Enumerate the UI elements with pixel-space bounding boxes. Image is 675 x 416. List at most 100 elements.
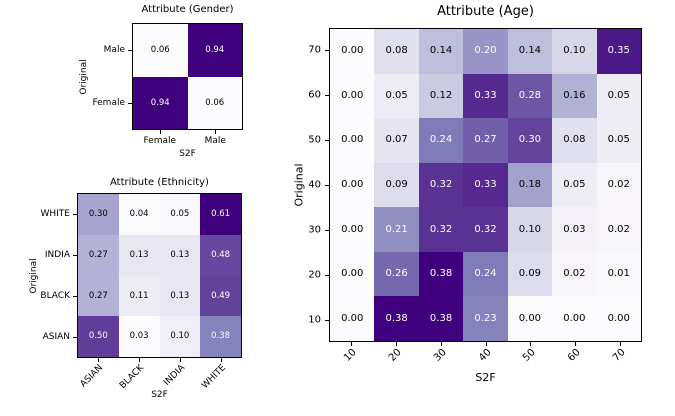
heatmap-cell: 0.94 (187, 24, 242, 77)
x-tick-mark (97, 358, 99, 362)
heatmap-cell: 0.32 (418, 207, 464, 252)
heatmap-cell: 0.38 (374, 296, 419, 341)
heatmap-cell: 0.33 (463, 73, 508, 119)
heatmap-cell: 0.61 (200, 194, 241, 235)
heatmap-cell: 0.06 (187, 76, 242, 129)
heatmap-cell: 0.11 (118, 275, 160, 317)
heatmap-cell: 0.94 (133, 76, 188, 129)
heatmap-cell: 0.13 (159, 234, 201, 276)
heatmap-cell: 0.00 (330, 296, 375, 341)
x-tick-label: Male (204, 136, 226, 146)
heatmap-cell: 0.00 (507, 296, 553, 341)
y-tick-mark (325, 140, 329, 142)
heatmap-cell: 0.18 (507, 162, 553, 208)
heatmap-cell: 0.38 (418, 296, 464, 341)
y-tick-mark (73, 213, 77, 215)
x-tick-mark (215, 130, 217, 134)
x-tick-mark (530, 342, 532, 346)
heatmap-grid-ethnicity: 0.30 0.04 0.05 0.61 0.27 0.13 0.13 0.48 0.27 0.11… (77, 193, 242, 358)
x-axis-label-age: S2F (475, 371, 496, 384)
heatmap-cell: 0.05 (374, 73, 419, 119)
x-tick-label: Female (143, 136, 177, 146)
heatmap-cell: 0.02 (596, 162, 641, 208)
heatmap-cell: 0.38 (200, 316, 241, 357)
y-tick-label: 30 (308, 224, 321, 236)
x-axis-label-ethnicity: S2F (151, 390, 168, 400)
y-tick-mark (73, 296, 77, 298)
heatmap-cell: 0.10 (507, 207, 553, 252)
x-tick-mark (138, 358, 140, 362)
heatmap-cell: 0.09 (507, 251, 553, 297)
y-tick-mark (73, 254, 77, 256)
heatmap-cell: 0.02 (552, 251, 597, 297)
y-tick-mark (128, 103, 132, 105)
heatmap-cell: 0.27 (463, 118, 508, 163)
y-tick-label: 10 (308, 314, 321, 326)
heatmap-cell: 0.21 (374, 207, 419, 252)
heatmap-cell: 0.26 (374, 251, 419, 297)
y-tick-label: INDIA (44, 249, 70, 260)
heatmap-cell: 0.49 (200, 275, 241, 317)
heatmap-cell: 0.01 (596, 251, 641, 297)
y-tick-label: ASIAN (42, 332, 70, 343)
x-tick-mark (351, 342, 353, 346)
heatmap-grid-age: 0.00 0.08 0.14 0.20 0.14 0.10 0.35 0.00 0.05 0.12… (329, 28, 642, 342)
heatmap-cell: 0.12 (418, 73, 464, 119)
heatmap-cell: 0.07 (374, 118, 419, 163)
heatmap-cell: 0.00 (330, 29, 375, 74)
heatmap-cell: 0.08 (552, 118, 597, 163)
x-tick-mark (485, 342, 487, 346)
heatmap-cell: 0.10 (159, 316, 201, 357)
y-tick-label: 70 (308, 44, 321, 56)
heatmap-cell: 0.04 (118, 194, 160, 235)
heatmap-cell: 0.05 (552, 162, 597, 208)
y-tick-mark (325, 319, 329, 321)
heatmap-cell: 0.08 (374, 29, 419, 74)
chart-title-age: Attribute (Age) (437, 4, 534, 19)
y-tick-label: 20 (308, 269, 321, 281)
heatmap-cell: 0.09 (374, 162, 419, 208)
heatmap-cell: 0.23 (463, 296, 508, 341)
heatmap-cell: 0.00 (596, 296, 641, 341)
heatmap-cell: 0.02 (596, 207, 641, 252)
y-tick-label: 50 (308, 134, 321, 146)
x-axis-label-gender: S2F (179, 149, 196, 159)
heatmap-grid-gender: 0.06 0.94 0.94 0.06 (132, 23, 243, 130)
heatmap-cell: 0.14 (418, 29, 464, 74)
heatmap-cell: 0.00 (330, 73, 375, 119)
heatmap-cell: 0.00 (330, 251, 375, 297)
heatmap-cell: 0.06 (133, 24, 188, 77)
y-tick-label: WHITE (40, 208, 70, 219)
y-tick-label: BLACK (40, 291, 70, 302)
heatmap-cell: 0.30 (78, 194, 119, 235)
heatmap-cell: 0.00 (330, 207, 375, 252)
x-tick-mark (159, 130, 161, 134)
y-tick-mark (325, 95, 329, 97)
x-tick-mark (221, 358, 223, 362)
heatmap-cell: 0.30 (507, 118, 553, 163)
x-tick-mark (396, 342, 398, 346)
heatmap-cell: 0.27 (78, 275, 119, 317)
heatmap-cell: 0.13 (118, 234, 160, 276)
heatmap-cell: 0.10 (552, 29, 597, 74)
y-tick-mark (128, 49, 132, 51)
heatmap-cell: 0.32 (418, 162, 464, 208)
y-tick-label: 60 (308, 89, 321, 101)
heatmap-cell: 0.27 (78, 234, 119, 276)
y-tick-label: Male (103, 44, 125, 55)
heatmap-cell: 0.05 (159, 194, 201, 235)
heatmap-cell: 0.33 (463, 162, 508, 208)
heatmap-cell: 0.14 (507, 29, 553, 74)
x-tick-mark (574, 342, 576, 346)
y-tick-mark (73, 337, 77, 339)
y-tick-mark (325, 50, 329, 52)
y-tick-mark (325, 229, 329, 231)
heatmap-cell: 0.05 (596, 118, 641, 163)
heatmap-cell: 0.20 (463, 29, 508, 74)
heatmap-cell: 0.50 (78, 316, 119, 357)
heatmap-cell: 0.16 (552, 73, 597, 119)
x-tick-mark (619, 342, 621, 346)
